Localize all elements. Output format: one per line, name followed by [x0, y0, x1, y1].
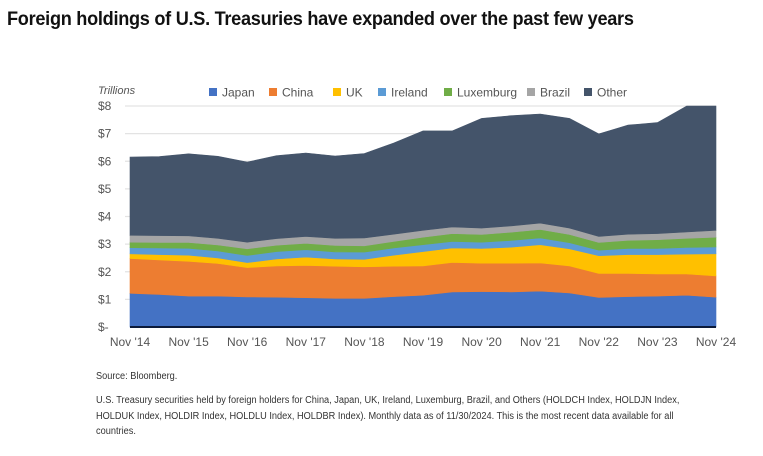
x-tick-label: Nov '23	[637, 335, 678, 349]
legend-swatch	[209, 88, 217, 96]
legend-item-luxembourg: Luxemburg	[444, 86, 517, 100]
legend-label: UK	[346, 86, 363, 100]
y-tick-label: $3	[98, 237, 112, 251]
y-tick-label: $1	[98, 292, 112, 306]
x-tick-label: Nov '24	[696, 335, 737, 349]
x-tick-labels: Nov '14 Nov '15 Nov '16 Nov '17 Nov '18 Nov '…	[110, 335, 737, 349]
y-tick-label: $7	[98, 127, 112, 141]
legend-swatch	[378, 88, 386, 96]
x-tick-label: Nov '18	[344, 335, 385, 349]
x-tick-label: Nov '17	[286, 335, 327, 349]
legend: Japan China UK Ireland Luxemburg Brazil Other	[209, 86, 627, 100]
legend-item-other: Other	[584, 86, 627, 100]
x-tick-label: Nov '16	[227, 335, 268, 349]
legend-item-uk: UK	[333, 86, 363, 100]
y-tick-label: $8	[98, 99, 112, 113]
x-tick-label: Nov '20	[461, 335, 502, 349]
legend-label: China	[282, 86, 314, 100]
y-tick-label: $-	[98, 320, 109, 334]
y-tick-label: $4	[98, 210, 112, 224]
legend-label: Japan	[222, 86, 255, 100]
legend-label: Ireland	[391, 86, 428, 100]
legend-swatch	[269, 88, 277, 96]
x-tick-label: Nov '22	[579, 335, 620, 349]
legend-swatch	[527, 88, 535, 96]
y-tick-label: $5	[98, 182, 112, 196]
legend-label: Other	[597, 86, 627, 100]
legend-item-ireland: Ireland	[378, 86, 428, 100]
footnote-text: U.S. Treasury securities held by foreign…	[96, 395, 680, 437]
legend-item-brazil: Brazil	[527, 86, 570, 100]
y-tick-labels: $- $1 $2 $3 $4 $5 $6 $7 $8	[98, 99, 112, 334]
legend-label: Luxemburg	[457, 86, 517, 100]
legend-item-china: China	[269, 86, 314, 100]
y-axis-unit-label: Trillions	[98, 85, 136, 97]
x-tick-label: Nov '15	[168, 335, 209, 349]
area-layers	[129, 105, 717, 328]
legend-item-japan: Japan	[209, 86, 255, 100]
x-tick-label: Nov '21	[520, 335, 561, 349]
area-other	[129, 105, 717, 243]
chart-title: Foreign holdings of U.S. Treasuries have…	[7, 8, 634, 30]
legend-swatch	[333, 88, 341, 96]
legend-label: Brazil	[540, 86, 570, 100]
x-tick-label: Nov '19	[403, 335, 444, 349]
y-tick-label: $6	[98, 154, 112, 168]
legend-swatch	[444, 88, 452, 96]
y-tick-label: $2	[98, 265, 112, 279]
source-text: Source: Bloomberg.	[96, 371, 178, 382]
legend-swatch	[584, 88, 592, 96]
x-tick-label: Nov '14	[110, 335, 151, 349]
